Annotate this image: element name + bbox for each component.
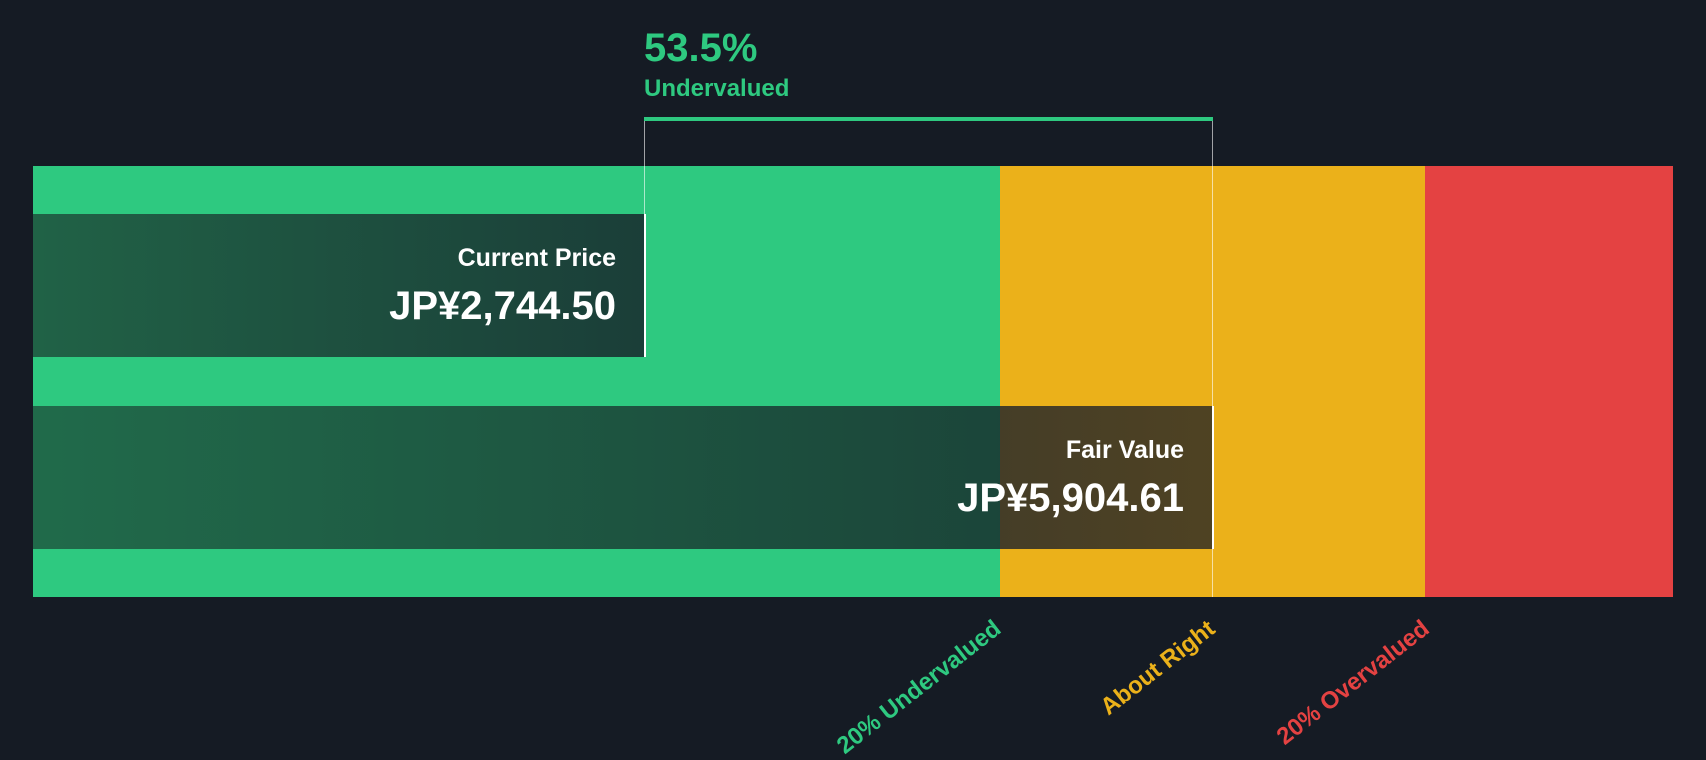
bracket-left xyxy=(644,121,645,357)
bracket-right xyxy=(1212,121,1213,597)
current-price-value: JP¥2,744.50 xyxy=(389,284,616,328)
axis-label-undervalued: 20% Undervalued xyxy=(831,614,1007,760)
axis-label-overvalued: 20% Overvalued xyxy=(1271,614,1435,751)
discount-percent: 53.5% xyxy=(644,26,758,70)
fair-value-bar: Fair Value JP¥5,904.61 xyxy=(33,406,1214,549)
fair-value-label: Fair Value xyxy=(1065,436,1184,464)
axis-label-about-right: About Right xyxy=(1095,614,1221,721)
zone-overvalued xyxy=(1425,166,1673,597)
fair-value-value: JP¥5,904.61 xyxy=(957,476,1184,520)
current-price-bar: Current Price JP¥2,744.50 xyxy=(33,214,646,357)
bracket-line xyxy=(644,117,1213,121)
discount-label: Undervalued xyxy=(644,75,790,102)
current-price-label: Current Price xyxy=(457,244,616,272)
